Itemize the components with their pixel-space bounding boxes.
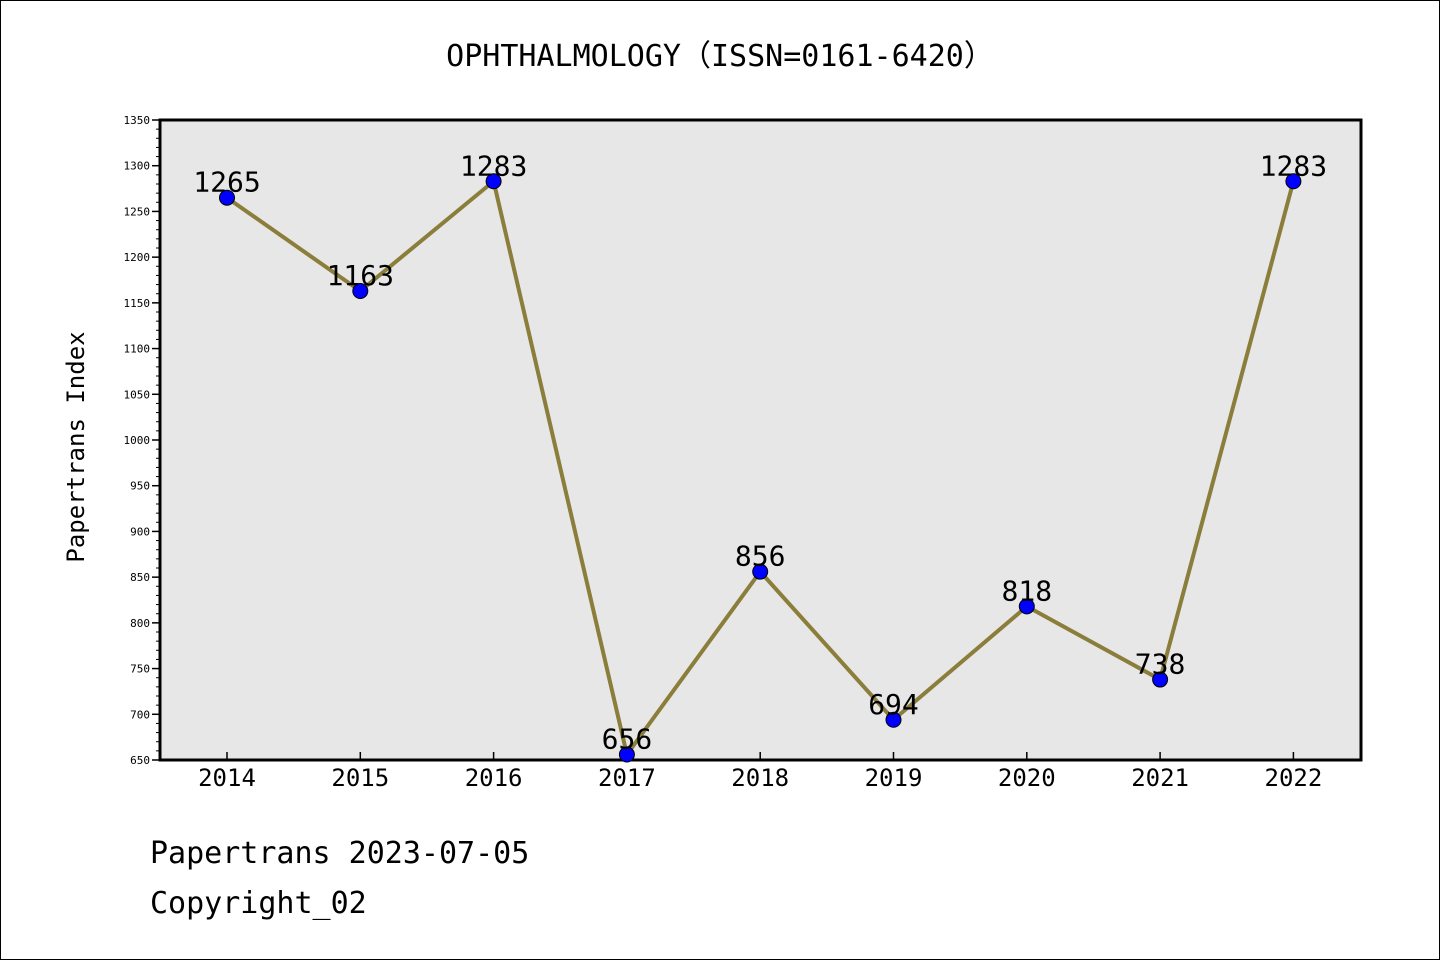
y-tick-label: 1350 bbox=[124, 114, 151, 127]
y-tick-label: 650 bbox=[130, 754, 150, 767]
data-label: 1283 bbox=[460, 149, 527, 182]
series-line-segment bbox=[758, 569, 896, 722]
series-line-segment bbox=[624, 569, 763, 757]
y-tick-label: 1200 bbox=[124, 251, 151, 264]
data-point bbox=[485, 173, 502, 190]
y-tick-label: 850 bbox=[130, 571, 150, 584]
y-tick-label: 1000 bbox=[124, 434, 151, 447]
data-label: 1163 bbox=[327, 259, 394, 292]
x-tick-label: 2019 bbox=[865, 764, 923, 792]
x-tick-label: 2014 bbox=[198, 764, 256, 792]
series-line-segment bbox=[225, 195, 363, 293]
x-tick-label: 2021 bbox=[1131, 764, 1189, 792]
footer-date: Papertrans 2023-07-05 bbox=[150, 836, 530, 871]
data-label: 656 bbox=[602, 723, 653, 756]
data-label: 1265 bbox=[193, 166, 260, 199]
x-tick-label: 2018 bbox=[731, 764, 789, 792]
x-tick-label: 2022 bbox=[1265, 764, 1323, 792]
y-tick-label: 1300 bbox=[124, 160, 151, 173]
y-tick-label: 1100 bbox=[124, 343, 151, 356]
data-point bbox=[1152, 671, 1169, 688]
series-line-segment bbox=[358, 179, 496, 293]
y-tick-label: 700 bbox=[130, 708, 150, 721]
data-labels: 1265 1163 1283 656 856 694 818 738 1283 bbox=[193, 149, 1327, 755]
y-axis-label: Papertrans Index bbox=[62, 331, 90, 562]
data-label: 738 bbox=[1135, 648, 1186, 681]
x-axis-ticks: 2014 2015 2016 2017 2018 2019 2020 2021 2022 bbox=[198, 752, 1322, 792]
y-tick-label: 800 bbox=[130, 617, 150, 630]
x-tick-label: 2020 bbox=[998, 764, 1056, 792]
data-label: 694 bbox=[868, 688, 919, 721]
series-line-segment bbox=[1024, 604, 1163, 682]
data-points bbox=[219, 173, 1302, 763]
series-line-group bbox=[225, 179, 1296, 757]
y-tick-label: 1250 bbox=[124, 205, 151, 218]
x-tick-label: 2016 bbox=[465, 764, 523, 792]
data-point bbox=[1018, 598, 1035, 615]
series-line-segment bbox=[891, 604, 1029, 722]
chart-title: OPHTHALMOLOGY（ISSN=0161-6420） bbox=[446, 39, 994, 74]
y-tick-label: 950 bbox=[130, 480, 150, 493]
y-axis-ticks: 650 700 750 800 850 900 950 1000 1050 1100 1150 120… bbox=[124, 114, 160, 767]
plot-area bbox=[158, 118, 1363, 762]
y-tick-label: 1150 bbox=[124, 297, 151, 310]
data-label: 818 bbox=[1002, 574, 1053, 607]
y-tick-label: 750 bbox=[130, 663, 150, 676]
footer-copyright: Copyright_02 bbox=[150, 886, 367, 921]
series-line-segment bbox=[1158, 179, 1296, 682]
data-point bbox=[885, 711, 902, 728]
data-point bbox=[752, 563, 769, 580]
x-tick-label: 2015 bbox=[331, 764, 389, 792]
data-label: 1283 bbox=[1260, 149, 1327, 182]
data-point bbox=[1285, 173, 1302, 190]
y-tick-label: 1050 bbox=[124, 388, 151, 401]
data-point bbox=[618, 746, 635, 763]
data-point bbox=[219, 189, 235, 206]
series-line-segment bbox=[491, 179, 629, 757]
y-tick-label: 900 bbox=[130, 525, 150, 538]
data-label: 856 bbox=[735, 540, 786, 573]
x-tick-label: 2017 bbox=[598, 764, 656, 792]
data-point bbox=[352, 282, 369, 299]
